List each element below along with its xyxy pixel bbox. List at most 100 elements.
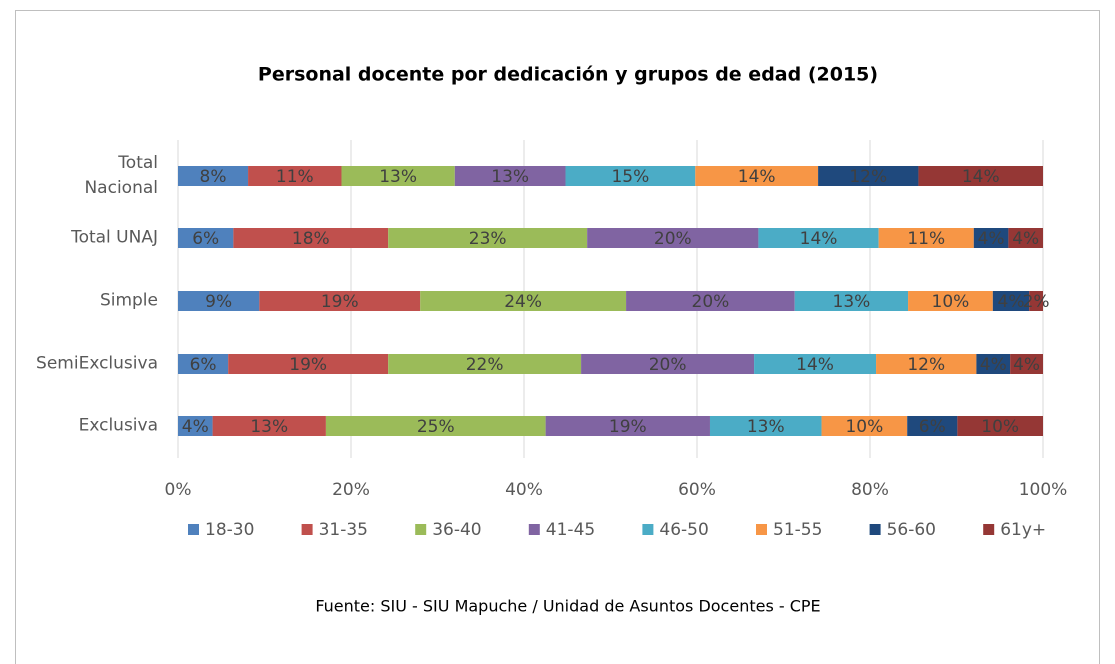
data-label: 6% (919, 417, 946, 437)
bar-segment (878, 228, 974, 248)
data-label: 11% (276, 167, 314, 187)
x-tick-label: 20% (332, 480, 370, 500)
bar-segment (178, 291, 260, 311)
bar-segment (581, 354, 755, 374)
data-label: 15% (611, 167, 649, 187)
bar-segment (626, 291, 795, 311)
bar-segment (248, 166, 342, 186)
bar-segment (709, 416, 822, 436)
y-tick-label: Total UNAJ (71, 227, 158, 248)
legend-label: 18-30 (205, 520, 254, 540)
data-label: 4% (182, 417, 209, 437)
chart-title: Personal docente por dedicación y grupos… (258, 64, 878, 86)
bar-segment (259, 291, 421, 311)
data-label: 13% (833, 292, 871, 312)
y-tick-label: Exclusiva (78, 415, 158, 436)
data-label: 18% (292, 229, 330, 249)
data-label: 6% (192, 229, 219, 249)
bar-segment (754, 354, 877, 374)
data-label: 12% (849, 167, 887, 187)
bar-segment (178, 166, 249, 186)
data-label: 8% (200, 167, 227, 187)
x-tick-label: 0% (165, 480, 192, 500)
x-tick-label: 60% (678, 480, 716, 500)
data-label: 4% (978, 229, 1005, 249)
bar-segment (908, 291, 993, 311)
bar-segment (794, 291, 909, 311)
legend-label: 61y+ (1000, 520, 1046, 540)
bar-segment (992, 291, 1030, 311)
bar-segment (876, 354, 977, 374)
legend-label: 51-55 (773, 520, 822, 540)
data-label: 19% (609, 417, 647, 437)
x-tick-label: 100% (1019, 480, 1068, 500)
legend-label: 36-40 (432, 520, 481, 540)
bar-segment (976, 354, 1011, 374)
legend-label: 56-60 (887, 520, 936, 540)
y-tick-label: Simple (99, 290, 158, 311)
bar-segment (178, 228, 234, 248)
data-label: 10% (845, 417, 883, 437)
data-label: 19% (321, 292, 359, 312)
data-label: 24% (504, 292, 542, 312)
legend-swatch (642, 524, 654, 535)
bar-segment (233, 228, 389, 248)
data-label: 13% (379, 167, 417, 187)
data-label: 13% (747, 417, 785, 437)
data-label: 19% (289, 355, 327, 375)
bar-segment (957, 416, 1043, 436)
bar-segment (1008, 228, 1043, 248)
bar-segment (818, 166, 919, 186)
bar-segment (545, 416, 710, 436)
x-tick-label: 80% (851, 480, 889, 500)
bar-segment (918, 166, 1043, 186)
bar-segment (907, 416, 958, 436)
data-label: 20% (692, 292, 730, 312)
bar-segment (212, 416, 326, 436)
data-label: 6% (190, 355, 217, 375)
data-label: 13% (250, 417, 288, 437)
data-label: 23% (469, 229, 507, 249)
data-label: 22% (466, 355, 504, 375)
data-label: 2% (1023, 292, 1050, 312)
bar-segment (587, 228, 759, 248)
data-label: 12% (907, 355, 945, 375)
data-label: 14% (738, 167, 776, 187)
legend-swatch (188, 524, 199, 535)
bar-segment (821, 416, 908, 436)
bar-segment (228, 354, 389, 374)
legend-swatch (756, 524, 767, 535)
x-tick-label: 40% (505, 480, 543, 500)
source-note: Fuente: SIU - SIU Mapuche / Unidad de As… (315, 597, 820, 616)
data-label: 4% (1012, 229, 1039, 249)
chart-border (15, 10, 1100, 664)
legend-swatch (528, 524, 540, 535)
data-label: 4% (1013, 355, 1040, 375)
bar-segment (695, 166, 819, 186)
data-label: 14% (796, 355, 834, 375)
y-tick-label: SemiExclusiva (36, 353, 158, 374)
data-label: 4% (980, 355, 1007, 375)
bar-segment (758, 228, 879, 248)
data-label: 11% (907, 229, 945, 249)
bar-segment (388, 354, 582, 374)
data-label: 14% (800, 229, 838, 249)
bar-segment (178, 416, 213, 436)
bar-segment (973, 228, 1009, 248)
bar-segment (388, 228, 588, 248)
bar-segment (420, 291, 627, 311)
legend-swatch (301, 524, 313, 535)
data-label: 9% (205, 292, 232, 312)
bar-segment (178, 354, 229, 374)
bar-segment (454, 166, 566, 186)
data-label: 14% (962, 167, 1000, 187)
data-label: 4% (998, 292, 1025, 312)
bar-segment (565, 166, 696, 186)
legend-swatch (415, 524, 427, 535)
bar-segment (341, 166, 455, 186)
legend-label: 46-50 (659, 520, 708, 540)
bar-segment (1029, 291, 1043, 311)
data-label: 25% (417, 417, 455, 437)
